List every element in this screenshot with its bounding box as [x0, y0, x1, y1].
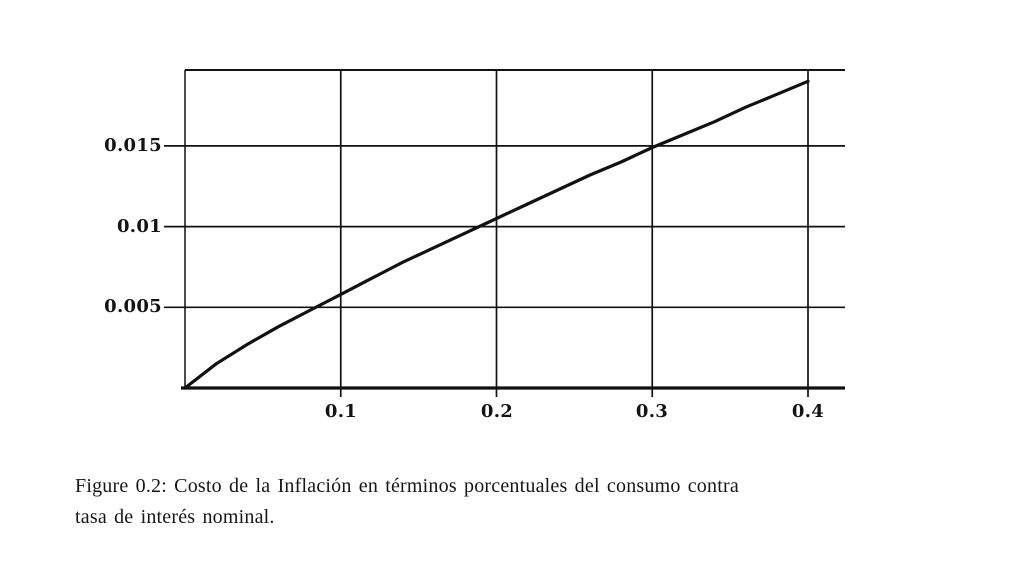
y-axis-tick-label-0015: 0.015 — [104, 135, 162, 156]
y-axis-tick-label-001: 0.01 — [116, 216, 162, 237]
figure-caption: Figure 0.2: Costo de la Inflación en tér… — [75, 471, 985, 533]
x-axis-tick-label-01: 0.1 — [324, 401, 358, 422]
inflation-cost-curve — [183, 79, 810, 390]
figure-caption-line2: tasa de interés nominal. — [75, 506, 275, 528]
x-axis-tick-label-04: 0.4 — [791, 401, 825, 422]
y-axis-tick-label-0005: 0.005 — [104, 296, 162, 317]
figure-caption-line1: Figure 0.2: Costo de la Inflación en tér… — [75, 475, 739, 497]
x-axis-tick-label-02: 0.2 — [480, 401, 514, 422]
x-axis-tick-label-03: 0.3 — [635, 401, 669, 422]
